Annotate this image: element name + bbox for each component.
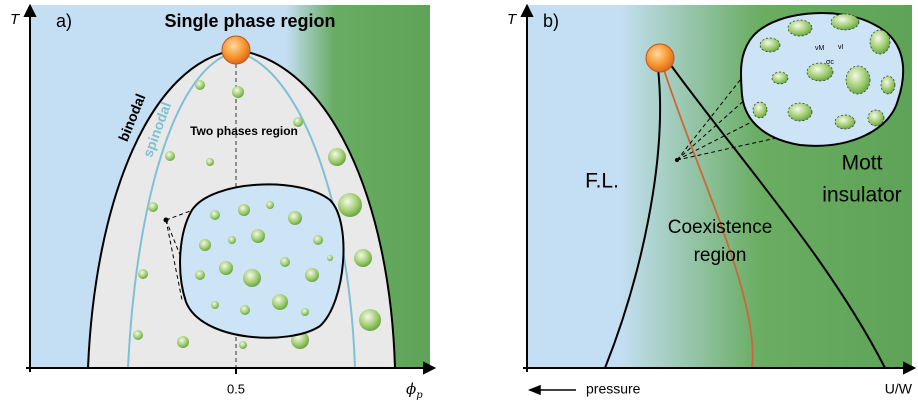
zoom-point [164,218,169,223]
critical-point [222,36,250,64]
domain [835,115,855,129]
droplet [211,301,219,309]
figure: T a) Single phase region binodal spinoda… [0,0,918,407]
x-tick-label: 0.5 [227,381,245,396]
droplet [338,193,362,217]
droplet [313,235,323,245]
region-label: Mott [842,152,883,175]
axis-label: pressure [586,381,641,397]
droplet [266,201,274,209]
droplet [243,269,261,287]
region-label: Two phases region [190,124,298,138]
region-label: F.L. [585,170,619,193]
droplet [288,211,302,225]
inset-label: σc [826,59,834,66]
domain [870,30,890,54]
zoom-blob [180,184,343,337]
domain [772,72,788,84]
droplet [328,148,346,166]
domain [788,103,812,121]
droplet [195,80,205,90]
domain [831,14,859,30]
droplet [327,255,333,261]
axis-label: ϕp [406,380,423,401]
domain [881,76,895,94]
zoom-point [675,158,679,162]
domain [760,38,780,52]
droplet [232,86,244,98]
pressure-arrow [530,386,576,394]
droplet [165,151,175,161]
axis-subscript: p [416,390,423,401]
panel-label: b) [543,11,559,31]
inset-label: νM [815,45,825,52]
droplet [239,341,247,349]
droplet [199,239,211,251]
droplet [305,268,319,282]
droplet [148,202,158,212]
domain [788,20,812,36]
droplet [359,309,381,331]
inset-label: νI [838,44,844,51]
droplet [219,261,233,275]
region-label: region [694,245,747,266]
droplet [195,270,205,280]
droplet [133,330,143,340]
axis-symbol: ϕ [406,380,416,398]
droplet [301,308,309,316]
domain [753,102,767,118]
droplet [272,294,288,310]
droplet [210,210,220,220]
panel-label: a) [56,11,72,31]
body: T a) Single phase region binodal spinoda… [0,0,918,407]
critical-point [646,44,674,72]
region-label: Single phase region [164,11,335,31]
axis-label: U/W [885,381,913,397]
droplet [228,236,236,244]
droplet [354,249,372,267]
droplet [251,229,265,243]
droplet [177,336,189,348]
domain [846,66,870,94]
domain [868,110,884,126]
droplet [238,204,250,216]
region-label: Coexistence [668,217,773,238]
region-label: insulator [822,184,901,207]
droplet [206,158,214,166]
axis-label: T [507,11,518,28]
droplet [280,257,290,267]
droplet [138,269,148,279]
droplet [240,305,250,315]
page: {"panel_a": {"axis_y": "T", "label": "a)… [0,0,918,407]
axis-label: T [10,11,21,28]
